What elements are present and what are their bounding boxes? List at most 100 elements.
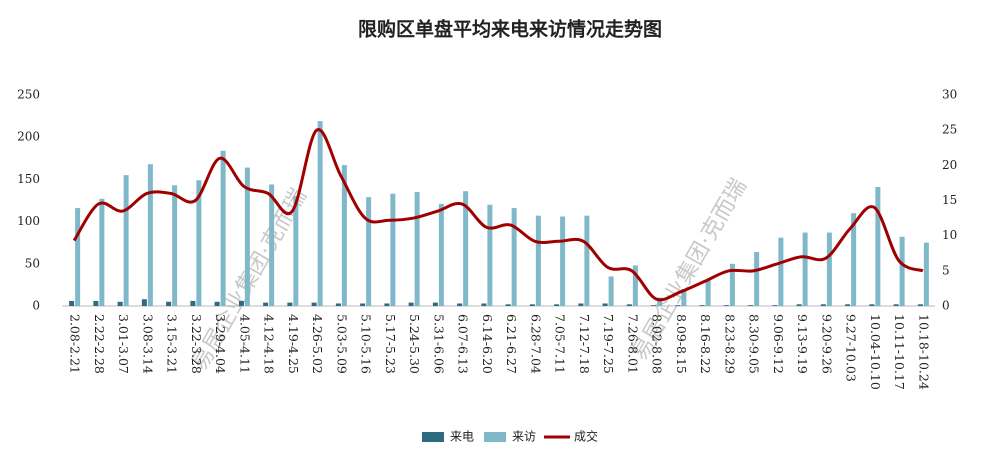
bar [99, 198, 105, 306]
x-tick-label: 8.23-8.29 [722, 314, 737, 374]
bar [923, 242, 929, 306]
y-tick-label: 50 [25, 256, 40, 270]
legend-label: 成交 [574, 429, 598, 444]
y2-tick-label: 0 [942, 299, 950, 313]
bar [899, 236, 905, 306]
bar [845, 304, 851, 306]
bar [117, 301, 123, 306]
x-tick-label: 5.24-5.30 [407, 314, 422, 374]
bar [196, 180, 202, 306]
bar [408, 302, 414, 306]
bar [748, 305, 754, 306]
x-tick-label: 10.11-10.17 [892, 314, 907, 390]
x-tick-label: 3.22-3.28 [189, 314, 204, 374]
bar [820, 304, 826, 306]
bar [675, 305, 681, 306]
bar [457, 303, 463, 306]
bar [505, 304, 511, 306]
x-tick-label: 4.26-5.02 [310, 314, 325, 374]
bar [917, 304, 923, 306]
x-tick-label: 9.13-9.19 [795, 314, 810, 374]
bar [851, 213, 857, 306]
x-tick-label: 6.21-6.27 [504, 314, 519, 374]
bar [335, 303, 341, 306]
bar [269, 184, 275, 306]
bar [511, 208, 517, 306]
bar [657, 297, 663, 306]
bar [626, 304, 632, 306]
bar [414, 192, 420, 306]
bar [244, 167, 250, 306]
bar [390, 193, 396, 306]
y-tick-label: 200 [17, 130, 40, 144]
y-tick-label: 250 [17, 88, 40, 102]
bar [147, 164, 153, 306]
x-tick-label: 8.16-8.22 [698, 314, 713, 374]
x-tick-label: 6.14-6.20 [480, 314, 495, 374]
y-tick-label: 0 [32, 299, 40, 313]
bar [802, 232, 808, 306]
bar [681, 289, 687, 306]
bar [699, 305, 705, 306]
legend-label: 来访 [512, 430, 536, 444]
bar [529, 304, 535, 306]
x-tick-label: 9.06-9.12 [771, 314, 786, 374]
bar [632, 265, 638, 306]
x-tick-label: 10.04-10.10 [868, 314, 883, 390]
y2-tick-label: 30 [942, 88, 957, 102]
bar [754, 251, 760, 306]
y2-tick-label: 25 [942, 123, 957, 137]
y2-tick-label: 10 [942, 228, 957, 242]
bar [214, 301, 220, 306]
x-tick-label: 9.20-9.26 [819, 314, 834, 374]
bar [75, 208, 81, 306]
bar [463, 191, 469, 306]
x-tick-label: 8.09-8.15 [674, 314, 689, 374]
bar [263, 302, 269, 306]
bar [360, 303, 366, 306]
bar [560, 216, 566, 306]
x-tick-label: 3.08-3.14 [140, 314, 155, 374]
bar [172, 185, 178, 306]
y2-tick-label: 20 [942, 158, 957, 172]
bar [893, 304, 899, 306]
bar [778, 237, 784, 306]
x-tick-label: 3.01-3.07 [116, 314, 131, 374]
bar [141, 299, 147, 306]
x-tick-label: 7.19-7.25 [601, 314, 616, 374]
x-tick-label: 8.30-9.05 [747, 314, 762, 374]
bar [826, 232, 832, 306]
bar [723, 305, 729, 306]
x-tick-label: 6.07-6.13 [456, 314, 471, 374]
x-tick-label: 3.15-3.21 [165, 314, 180, 374]
bar [166, 301, 172, 306]
bar [366, 197, 372, 306]
bar [438, 203, 444, 306]
y2-tick-label: 15 [942, 193, 957, 207]
legend-swatch [484, 432, 506, 442]
x-tick-label: 2.08-2.21 [68, 314, 83, 374]
bar [287, 302, 293, 306]
bar [772, 305, 778, 306]
bar [220, 150, 226, 306]
x-tick-label: 4.05-4.11 [237, 314, 252, 374]
bar [384, 303, 390, 306]
x-tick-label: 2.22-2.28 [92, 314, 107, 374]
x-tick-label: 7.05-7.11 [553, 314, 568, 374]
x-tick-label: 7.12-7.18 [577, 314, 592, 374]
x-tick-label: 4.12-4.18 [262, 314, 277, 374]
x-tick-label: 10.18-10.24 [916, 314, 931, 390]
y-tick-label: 100 [17, 214, 40, 228]
x-tick-label: 3.29-4.04 [213, 314, 228, 374]
bar [602, 303, 608, 306]
bar [608, 276, 614, 306]
bar [578, 303, 584, 306]
bar [651, 305, 657, 306]
x-tick-label: 5.17-5.23 [383, 314, 398, 374]
bar [875, 186, 881, 306]
bar [554, 304, 560, 306]
bar [317, 121, 323, 306]
bar [481, 303, 487, 306]
x-tick-label: 5.31-6.06 [431, 314, 446, 374]
